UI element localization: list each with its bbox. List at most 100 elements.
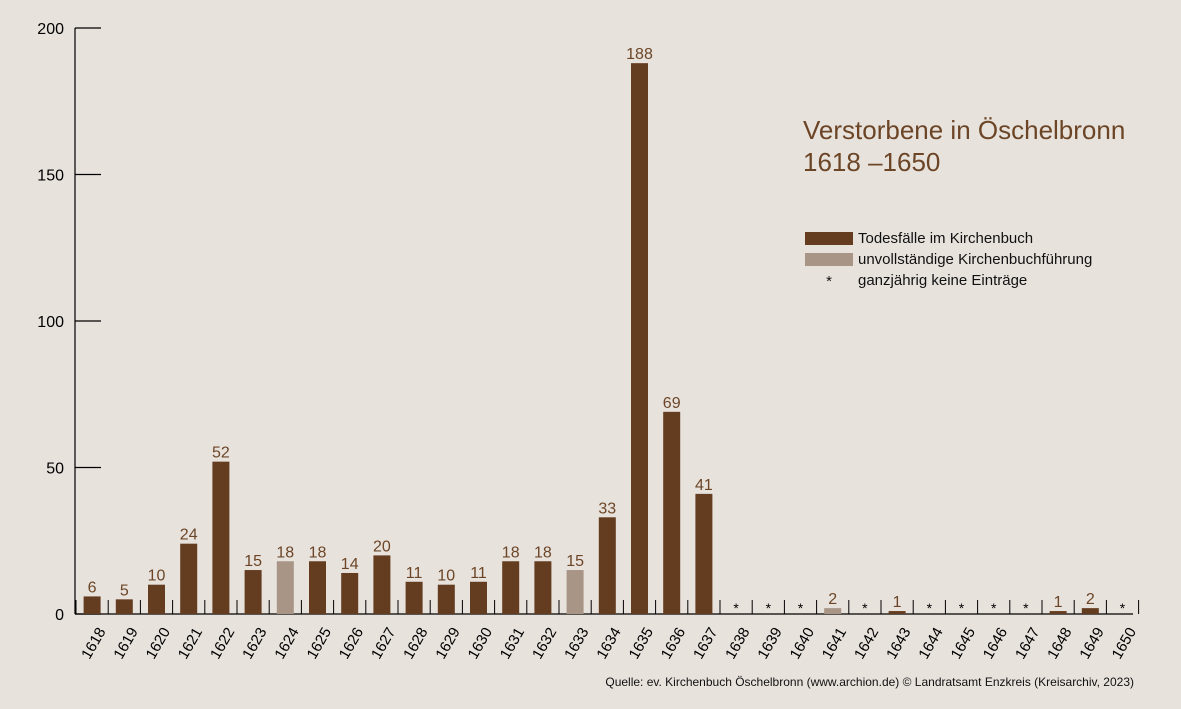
bar-1626 (341, 572, 359, 614)
legend-label-incomplete: unvollständige Kirchenbuchführung (858, 251, 1093, 268)
chart-title-block: Verstorbene in Öschelbronn 1618 –1650 (803, 114, 1125, 178)
no-entry-marker-1639: * (766, 600, 772, 616)
bar-1619 (115, 599, 133, 614)
y-axis: 0 50 100 150 200 (37, 21, 101, 624)
x-tick-label-1628: 1628 (400, 625, 431, 662)
bar-1634 (598, 517, 616, 614)
y-tick-label: 200 (37, 21, 64, 38)
value-label-1620: 10 (148, 568, 166, 585)
x-tick-label-1626: 1626 (336, 625, 367, 662)
bar-1625 (309, 561, 326, 614)
x-tick-labels-group: 1618 1619 1620 1621 1622 1623 1624 1625 1626 1627… (78, 625, 1140, 662)
value-label-1635: 188 (626, 46, 653, 63)
value-label-1643: 1 (893, 594, 902, 611)
y-tick-label: 50 (46, 461, 64, 478)
no-entry-marker-1650: * (1120, 600, 1126, 616)
x-tick-label-1636: 1636 (658, 625, 689, 662)
bar-1622 (212, 461, 230, 614)
bars-group (83, 63, 1099, 615)
x-tick-label-1639: 1639 (754, 625, 785, 662)
x-tick-label-1630: 1630 (465, 625, 496, 662)
legend-swatch-incomplete (805, 253, 853, 266)
bar-1635 (631, 63, 648, 615)
x-tick-label-1650: 1650 (1109, 625, 1140, 662)
value-label-1619: 5 (120, 582, 129, 599)
no-entry-marker-1642: * (862, 600, 868, 616)
x-tick-label-1641: 1641 (819, 625, 850, 662)
x-tick-label-1645: 1645 (948, 625, 979, 662)
x-tick-label-1629: 1629 (432, 625, 463, 662)
x-tick-label-1622: 1622 (207, 625, 238, 662)
bar-1631 (502, 561, 520, 614)
bar-1620 (148, 584, 165, 614)
x-tick-label-1624: 1624 (271, 625, 302, 662)
value-label-1618: 6 (88, 579, 97, 596)
no-entry-marker-1638: * (733, 600, 739, 616)
y-tick-label: 150 (37, 168, 64, 185)
no-entry-marker-1646: * (991, 600, 997, 616)
value-label-1649: 2 (1086, 591, 1095, 608)
value-label-1625: 18 (309, 544, 327, 561)
x-tick-label-1632: 1632 (529, 625, 560, 662)
y-tick-label: 0 (55, 607, 64, 624)
x-tick-label-1631: 1631 (497, 625, 528, 662)
x-tick-label-1620: 1620 (143, 625, 174, 662)
x-tick-label-1619: 1619 (110, 625, 141, 662)
bar-1621 (180, 543, 198, 614)
bar-1636 (663, 411, 681, 614)
bar-1624 (276, 561, 294, 614)
x-tick-label-1635: 1635 (626, 625, 657, 662)
x-tick-label-1638: 1638 (722, 625, 753, 662)
legend-label-none: ganzjährig keine Einträge (858, 272, 1028, 289)
bar-1623 (244, 570, 262, 614)
x-tick-label-1634: 1634 (593, 625, 624, 662)
value-label-1629: 10 (437, 568, 455, 585)
bar-1618 (83, 596, 101, 614)
value-label-1627: 20 (373, 538, 391, 555)
bar-1643 (888, 611, 906, 614)
legend-marker-star: * (826, 273, 832, 290)
x-tick-label-1633: 1633 (561, 625, 592, 662)
x-tick-label-1625: 1625 (304, 625, 335, 662)
bar-1641 (824, 608, 842, 614)
x-tick-label-1637: 1637 (690, 625, 721, 662)
x-tick-label-1623: 1623 (239, 625, 270, 662)
bar-1629 (437, 584, 455, 614)
value-label-1641: 2 (828, 591, 837, 608)
x-tick-label-1646: 1646 (980, 625, 1011, 662)
legend-swatch-complete (805, 232, 853, 245)
value-label-1637: 41 (695, 477, 713, 494)
x-tick-label-1640: 1640 (787, 625, 818, 662)
x-tick-label-1648: 1648 (1044, 625, 1075, 662)
value-label-1621: 24 (180, 527, 198, 544)
x-tick-label-1627: 1627 (368, 625, 399, 662)
value-label-1622: 52 (212, 445, 230, 462)
x-tick-label-1642: 1642 (851, 625, 882, 662)
value-label-1624: 18 (276, 544, 294, 561)
value-label-1633: 15 (566, 553, 584, 570)
value-label-1632: 18 (534, 544, 552, 561)
no-entry-marker-1647: * (1023, 600, 1029, 616)
value-label-1623: 15 (244, 553, 262, 570)
x-tick-label-1618: 1618 (78, 625, 109, 662)
bar-1633 (566, 570, 584, 614)
value-label-1626: 14 (341, 556, 359, 573)
value-label-1630: 11 (470, 565, 487, 582)
value-label-1631: 18 (502, 544, 520, 561)
bar-1637 (695, 493, 713, 614)
value-label-1634: 33 (598, 500, 616, 517)
chart-subtitle: 1618 –1650 (803, 147, 941, 177)
no-entry-marker-1640: * (798, 600, 804, 616)
y-tick-label: 100 (37, 314, 64, 331)
bar-1648 (1049, 611, 1067, 614)
x-tick-label-1644: 1644 (915, 625, 946, 662)
no-entry-marker-1645: * (959, 600, 965, 616)
no-entry-marker-1644: * (927, 600, 933, 616)
bar-1632 (534, 561, 552, 614)
x-tick-label-1621: 1621 (175, 625, 206, 662)
bar-1627 (373, 555, 391, 614)
bar-1649 (1081, 608, 1099, 614)
legend-label-complete: Todesfälle im Kirchenbuch (858, 230, 1034, 247)
